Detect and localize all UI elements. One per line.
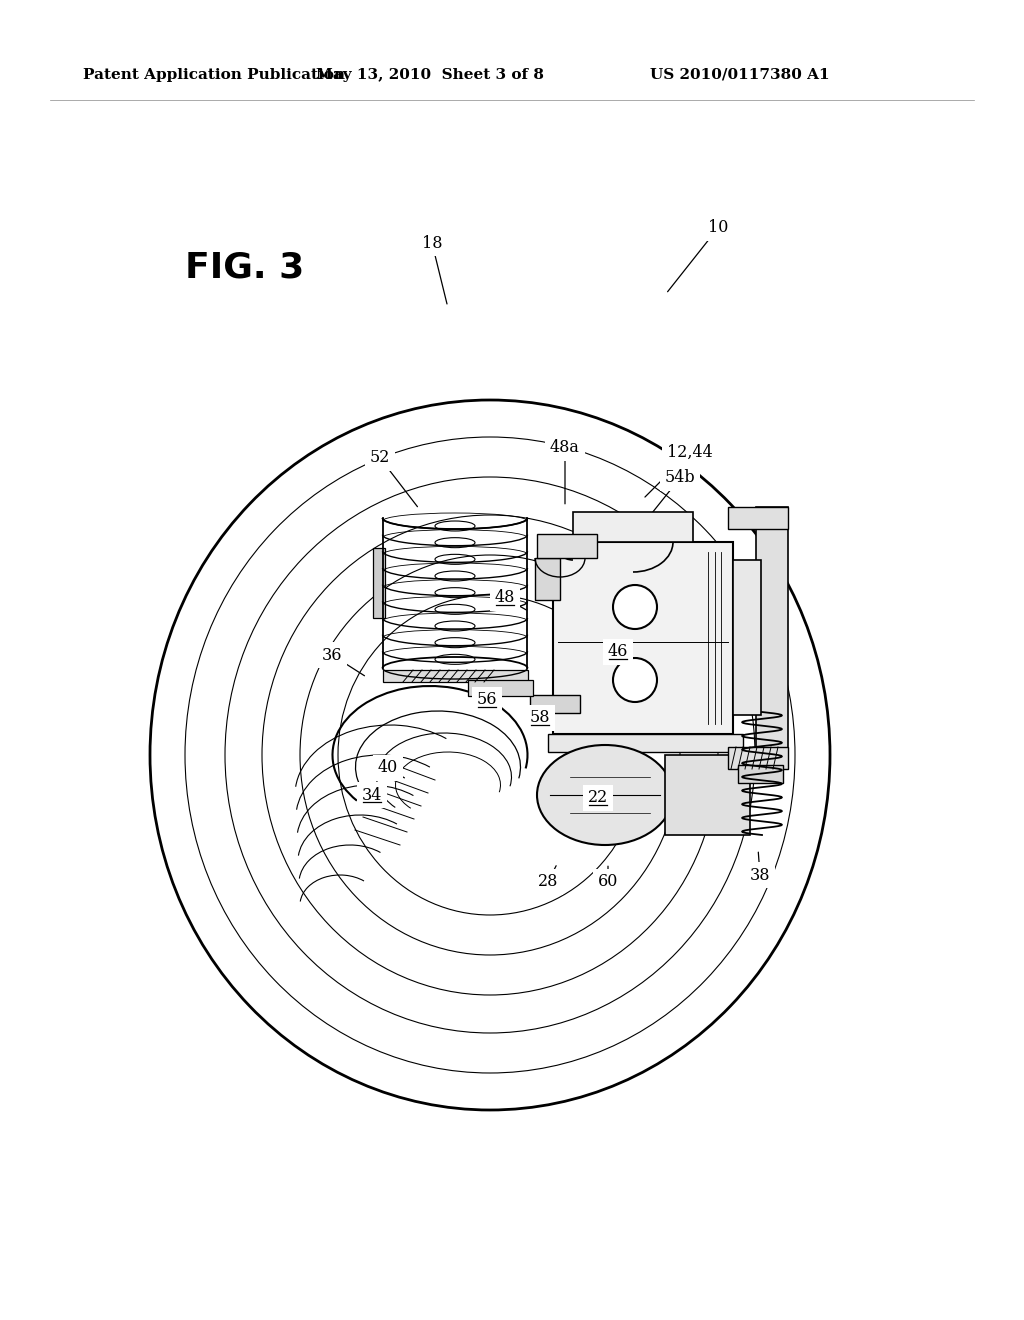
Bar (738, 766, 783, 783)
Ellipse shape (537, 744, 673, 845)
Bar (537, 535, 597, 558)
Text: FIG. 3: FIG. 3 (185, 251, 304, 285)
Text: 56: 56 (477, 692, 498, 709)
Text: 46: 46 (608, 644, 628, 660)
Bar (728, 747, 788, 770)
Circle shape (613, 657, 657, 702)
Bar (383, 671, 528, 682)
Text: 48a: 48a (550, 440, 580, 457)
Text: 60: 60 (598, 874, 618, 891)
Text: 52: 52 (370, 450, 390, 466)
Ellipse shape (150, 400, 830, 1110)
Text: 54b: 54b (665, 470, 695, 487)
Bar (548, 734, 743, 752)
Text: 34: 34 (361, 787, 382, 804)
Bar (468, 680, 534, 696)
Text: 28: 28 (538, 874, 558, 891)
Text: 18: 18 (422, 235, 442, 252)
Text: 40: 40 (378, 759, 398, 776)
Circle shape (613, 585, 657, 630)
Text: 12,44: 12,44 (667, 444, 713, 461)
Bar (553, 543, 733, 734)
Bar (733, 560, 761, 715)
Text: 48: 48 (495, 590, 515, 606)
Text: 22: 22 (588, 789, 608, 807)
Text: 36: 36 (322, 647, 342, 664)
Text: 10: 10 (708, 219, 728, 236)
Bar (728, 507, 788, 529)
Bar (756, 507, 788, 770)
Text: 38: 38 (750, 866, 770, 883)
Text: 58: 58 (529, 710, 550, 726)
Bar (535, 558, 560, 601)
Text: Patent Application Publication: Patent Application Publication (83, 69, 345, 82)
Text: US 2010/0117380 A1: US 2010/0117380 A1 (650, 69, 829, 82)
Bar (530, 696, 580, 713)
Text: May 13, 2010  Sheet 3 of 8: May 13, 2010 Sheet 3 of 8 (316, 69, 544, 82)
Bar (665, 755, 750, 836)
Bar (573, 512, 693, 543)
Bar (373, 548, 385, 618)
